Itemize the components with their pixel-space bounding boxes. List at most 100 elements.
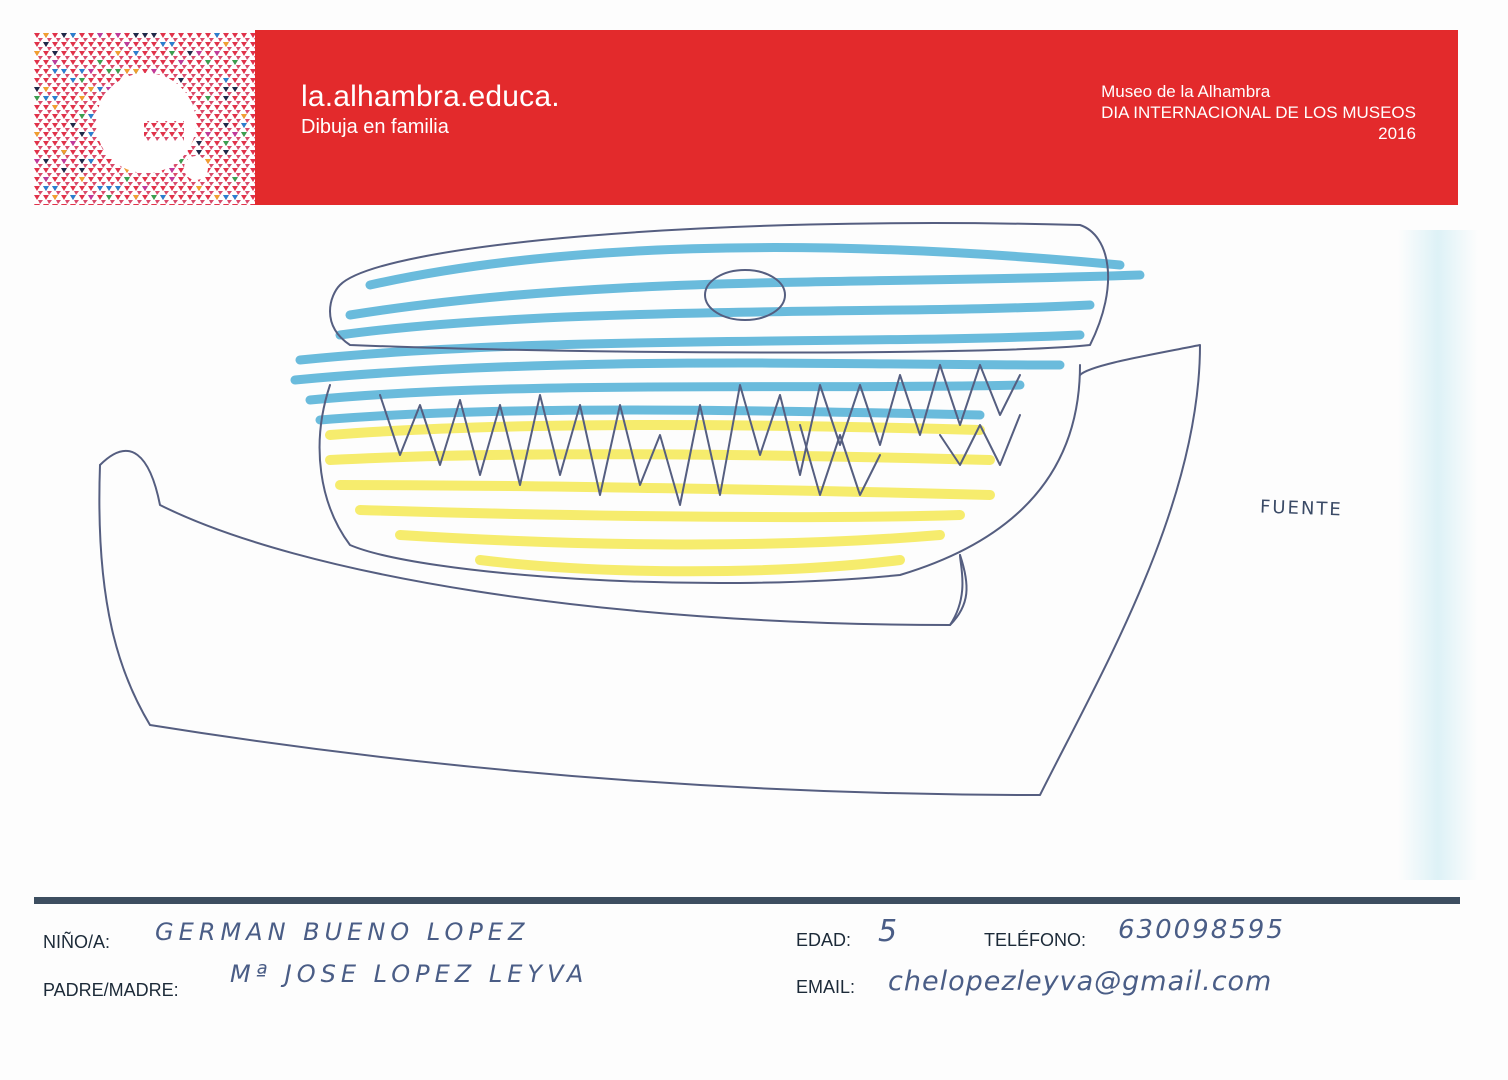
mosaic-tile: [70, 123, 76, 128]
mosaic-tile: [205, 60, 211, 65]
mosaic-tile: [61, 69, 67, 74]
mosaic-tile: [79, 69, 85, 74]
mosaic-tile: [115, 186, 121, 191]
form-divider: [34, 897, 1460, 904]
header-banner: la.alhambra.educa. Dibuja en familia Mus…: [255, 30, 1458, 205]
mosaic-tile: [232, 195, 238, 200]
event-name: DIA INTERNACIONAL DE LOS MUSEOS: [1101, 103, 1416, 122]
mosaic-tile: [97, 186, 103, 191]
mosaic-tile: [232, 132, 238, 137]
mosaic-tile: [178, 60, 184, 65]
mosaic-tile: [133, 33, 139, 38]
mosaic-tile: [160, 195, 166, 200]
mosaic-tile: [43, 33, 49, 38]
mosaic-tile: [169, 51, 175, 56]
mosaic-tile: [205, 132, 211, 137]
mosaic-tile: [34, 96, 40, 101]
mosaic-tile: [124, 177, 130, 182]
email-label: EMAIL:: [796, 977, 856, 997]
mosaic-tile: [214, 51, 220, 56]
mosaic-tile: [61, 159, 67, 164]
mosaic-tile: [241, 123, 247, 128]
mosaic-tile: [88, 132, 94, 137]
mosaic-tile: [79, 168, 85, 173]
museum-name: Museo de la Alhambra: [1101, 82, 1271, 101]
mosaic-tile: [43, 42, 49, 47]
mosaic-tile: [79, 78, 85, 83]
age-value: 5: [878, 914, 903, 949]
mosaic-tile: [142, 33, 148, 38]
mosaic-tile: [61, 150, 67, 155]
mosaic-tile: [79, 114, 85, 119]
mosaic-tile: [205, 96, 211, 101]
mosaic-tile: [70, 141, 76, 146]
mosaic-tile: [133, 51, 139, 56]
mosaic-tile: [223, 123, 229, 128]
pencil-outline: [98, 222, 1201, 796]
mosaic-tile: [223, 87, 229, 92]
mosaic-tile: [79, 132, 85, 137]
mosaic-tile: [124, 69, 130, 74]
mosaic-tile: [214, 195, 220, 200]
mosaic-tile: [88, 159, 94, 164]
mosaic-tile: [223, 78, 229, 83]
event-info: Museo de la Alhambra DIA INTERNACIONAL D…: [1101, 81, 1416, 144]
child-name-value: GERMAN BUENO LOPEZ: [155, 918, 530, 946]
mosaic-tile: [142, 186, 148, 191]
mosaic-tile: [196, 51, 202, 56]
mosaic-tile: [88, 114, 94, 119]
mosaic-tile: [223, 96, 229, 101]
mosaic-tile: [43, 177, 49, 182]
mosaic-tile: [97, 87, 103, 92]
mosaic-tile: [124, 42, 130, 47]
mosaic-tile: [133, 69, 139, 74]
mosaic-tile: [97, 33, 103, 38]
mosaic-tile: [34, 132, 40, 137]
mosaic-tile: [241, 114, 247, 119]
mosaic-tile: [151, 69, 157, 74]
mosaic-tile: [52, 69, 58, 74]
mosaic-tile: [178, 159, 184, 164]
mosaic-tile: [88, 87, 94, 92]
mosaic-tile: [61, 168, 67, 173]
mosaic-tile: [52, 96, 58, 101]
alhambra-educa-logo: [34, 33, 255, 205]
mosaic-tile: [151, 195, 157, 200]
program-subtitle: Dibuja en familia: [301, 116, 449, 138]
mosaic-tile: [196, 150, 202, 155]
mosaic-tile: [223, 141, 229, 146]
mosaic-tile: [169, 42, 175, 47]
scan-tint: [1398, 230, 1478, 880]
blue-crayon-fill: [290, 243, 1145, 425]
mosaic-tile: [43, 186, 49, 191]
mosaic-tile: [52, 186, 58, 191]
mosaic-tile: [232, 177, 238, 182]
child-drawing: [98, 222, 1201, 796]
mosaic-tile: [70, 195, 76, 200]
mosaic-tile: [79, 159, 85, 164]
mosaic-tile: [106, 186, 112, 191]
mosaic-tile: [241, 132, 247, 137]
mosaic-tile: [115, 33, 121, 38]
mosaic-tile: [52, 60, 58, 65]
parent-name-value: Mª JOSE LOPEZ LEYVA: [230, 960, 589, 988]
mosaic-tile: [115, 69, 121, 74]
parent-name-label: PADRE/MADRE:: [43, 980, 179, 1000]
mosaic-tile: [34, 159, 40, 164]
mosaic-tile: [97, 60, 103, 65]
mosaic-tile: [169, 168, 175, 173]
mosaic-tile: [214, 33, 220, 38]
mosaic-tile: [232, 60, 238, 65]
age-label: EDAD:: [796, 930, 852, 950]
mosaic-tile: [70, 78, 76, 83]
mosaic-tile: [223, 195, 229, 200]
mosaic-tile: [34, 51, 40, 56]
child-name-label: NIÑO/A:: [43, 932, 111, 952]
mosaic-tile: [133, 195, 139, 200]
mosaic-tile: [34, 87, 40, 92]
mosaic-tile: [88, 69, 94, 74]
mosaic-tile: [52, 105, 58, 110]
mosaic-tile: [223, 42, 229, 47]
mosaic-tile: [232, 87, 238, 92]
mosaic-tile: [43, 87, 49, 92]
